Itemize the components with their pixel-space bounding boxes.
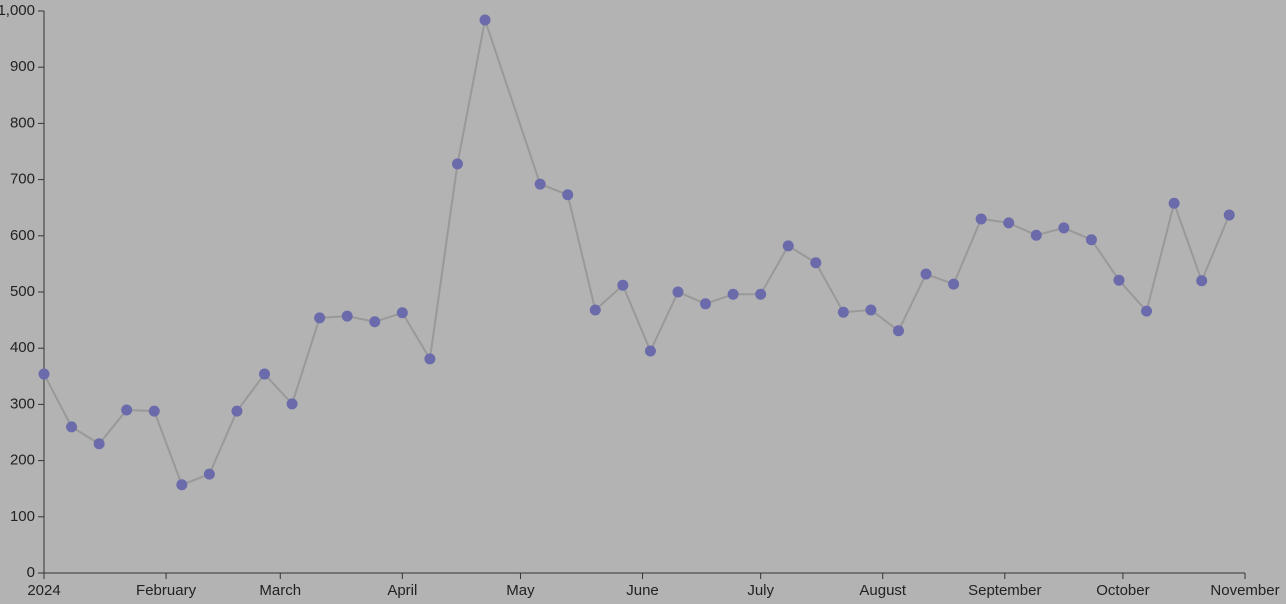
marker (259, 368, 271, 380)
marker (975, 213, 987, 225)
marker (203, 468, 215, 480)
marker (231, 405, 243, 417)
marker (892, 325, 904, 337)
marker (451, 158, 463, 170)
y-tick-label: 900 (10, 58, 35, 75)
marker (1030, 229, 1042, 241)
marker (617, 279, 629, 291)
x-tick-label: April (387, 582, 417, 599)
marker (948, 278, 960, 290)
marker (534, 178, 546, 190)
marker (66, 421, 78, 433)
y-tick-label: 200 (10, 452, 35, 469)
marker (810, 257, 822, 269)
x-tick-label: February (136, 582, 197, 599)
y-tick-label: 400 (10, 339, 35, 356)
y-tick-label: 1,000 (0, 2, 35, 19)
y-tick-label: 300 (10, 395, 35, 412)
marker (672, 286, 684, 298)
marker (1113, 274, 1125, 286)
marker (479, 14, 491, 26)
marker (176, 479, 188, 491)
marker (424, 353, 436, 365)
marker (562, 189, 574, 201)
marker (396, 307, 408, 319)
marker (1168, 197, 1180, 209)
x-tick-label: June (626, 582, 659, 599)
y-tick-label: 0 (27, 564, 35, 581)
marker (121, 404, 133, 416)
x-tick-label: September (968, 582, 1041, 599)
marker (727, 288, 739, 300)
marker (341, 310, 353, 322)
marker (1223, 209, 1235, 221)
y-tick-label: 700 (10, 171, 35, 188)
marker (286, 398, 298, 410)
x-tick-label: November (1210, 582, 1279, 599)
marker (1003, 217, 1015, 229)
marker (369, 316, 381, 328)
marker (148, 405, 160, 417)
marker (1141, 305, 1153, 317)
marker (38, 368, 50, 380)
marker (700, 298, 712, 310)
x-tick-label: August (859, 582, 907, 599)
line (43, 16, 1231, 487)
marker (314, 312, 326, 324)
marker (755, 288, 767, 300)
marker (1085, 234, 1097, 246)
marker (644, 345, 656, 357)
y-tick-label: 100 (10, 508, 35, 525)
marker (1058, 222, 1070, 234)
marker (93, 438, 105, 450)
x-tick-label: 2024 (27, 582, 60, 599)
y-tick-label: 500 (10, 283, 35, 300)
x-tick-label: March (259, 582, 301, 599)
x-tick-label: July (747, 582, 774, 599)
marker (1196, 275, 1208, 287)
marker (865, 304, 877, 316)
marker (920, 268, 932, 280)
x-tick-label: October (1096, 582, 1149, 599)
y-tick-label: 600 (10, 227, 35, 244)
marker (589, 304, 601, 316)
x-tick-label: May (506, 582, 535, 599)
y-tick-label: 800 (10, 114, 35, 131)
marker (782, 240, 794, 252)
marker (837, 306, 849, 318)
